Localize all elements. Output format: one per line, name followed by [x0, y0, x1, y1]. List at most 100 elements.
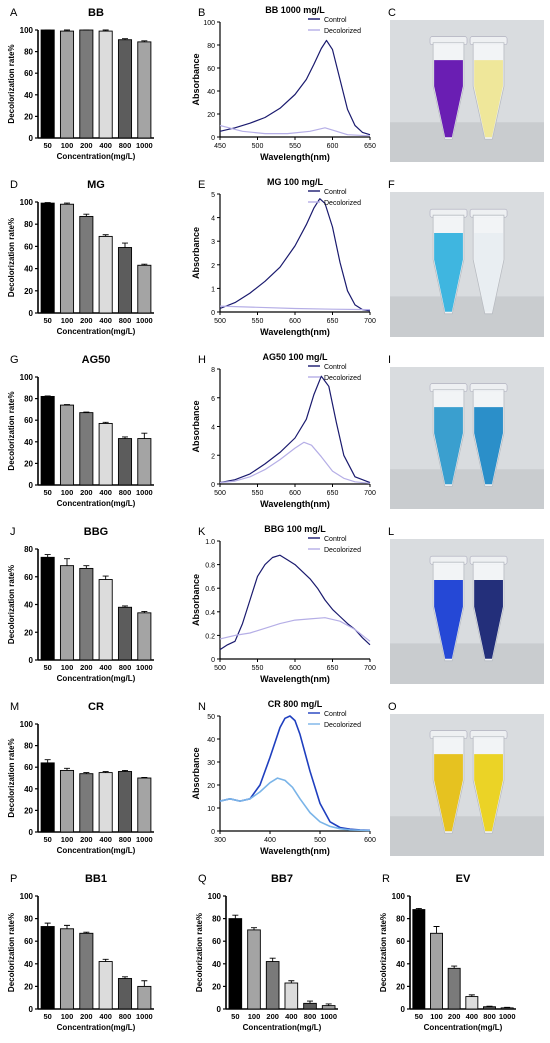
x-tick-label: 100: [61, 316, 74, 325]
y-tick-label: 4: [211, 425, 215, 432]
x-axis-label: Wavelength(nm): [260, 499, 330, 509]
panel-letter: B: [198, 7, 205, 19]
series-line-decolorized: [219, 124, 371, 137]
chart-title: MG 100 mg/L: [267, 177, 324, 187]
series-line-control: [219, 375, 371, 484]
error-bar: [102, 29, 109, 32]
y-tick-label: 80: [212, 915, 221, 924]
x-tick-label: 100: [430, 1012, 443, 1021]
error-bar: [64, 29, 70, 32]
error-bar: [44, 922, 51, 927]
tube-liquid: [474, 407, 503, 485]
y-tick-label: 80: [24, 220, 33, 229]
x-tick-label: 800: [304, 1012, 317, 1021]
y-tick-label: 30: [207, 760, 215, 767]
y-tick-label: 0: [217, 1005, 222, 1014]
y-tick-label: 60: [24, 937, 33, 946]
y-tick-label: 100: [20, 373, 34, 382]
bar-800: [483, 1006, 496, 1010]
panel-letter: D: [10, 179, 18, 191]
photo-surface: [390, 643, 544, 684]
error-bar: [83, 772, 90, 774]
y-tick-label: 100: [392, 892, 406, 901]
x-tick-label: 100: [61, 488, 74, 497]
legend-entry: Control: [324, 536, 347, 543]
x-tick-label: 1000: [136, 663, 153, 672]
y-tick-label: 0: [29, 828, 34, 837]
x-tick-label: 400: [99, 1012, 112, 1021]
y-tick-label: 0: [401, 1005, 406, 1014]
panel-letter: I: [388, 354, 391, 366]
bar-400: [98, 30, 113, 139]
y-axis-label: Decolorization rate%: [7, 913, 16, 992]
panel-r: R EV 0 20 40 60 80 100 50 100 200 400 800 1000 Concent…: [379, 873, 516, 1032]
chart-title: MG: [87, 179, 105, 191]
chart-title: BB7: [271, 873, 293, 885]
bar-800: [117, 978, 133, 1010]
x-tick-label: 500: [214, 490, 226, 497]
series-line-decolorized: [219, 777, 371, 832]
error-bar: [251, 927, 257, 930]
tube-liquid: [434, 754, 463, 832]
chart-title: AG50: [82, 354, 111, 366]
x-tick-label: 450: [214, 143, 226, 150]
x-axis-label: Concentration(mg/L): [57, 152, 136, 161]
bar-200: [79, 567, 94, 661]
error-bar: [44, 554, 51, 558]
y-tick-label: 40: [24, 265, 33, 274]
x-tick-label: 550: [252, 665, 264, 672]
photo-surface: [390, 296, 544, 337]
y-tick-label: 40: [396, 960, 405, 969]
bar-50: [40, 926, 55, 1010]
y-tick-label: 0: [29, 481, 34, 490]
x-axis-label: Concentration(mg/L): [57, 327, 136, 336]
error-bar: [122, 769, 128, 772]
panel-m: M CR 0 20 40 60 80 100 50 100 200 400 800 1000Concent…: [7, 701, 154, 855]
x-tick-label: 1000: [136, 316, 153, 325]
x-tick-label: 400: [99, 141, 112, 150]
tube-liquid: [474, 579, 503, 659]
tube-liquid: [434, 579, 463, 659]
y-axis-label: Decolorization rate%: [7, 44, 16, 123]
y-tick-label: 40: [212, 960, 221, 969]
y-tick-label: 1: [211, 286, 215, 293]
x-tick-label: 500: [314, 837, 326, 844]
series-line-control: [219, 198, 371, 312]
error-bar: [122, 242, 128, 248]
x-tick-label: 800: [119, 141, 132, 150]
error-bar: [141, 40, 148, 42]
legend-entry: Decolorized: [324, 200, 361, 207]
bar-400: [98, 772, 113, 833]
bar-800: [303, 1002, 317, 1010]
bar-800: [117, 606, 133, 661]
x-tick-label: 400: [99, 488, 112, 497]
panel-h: H AG50 100 mg/L 0 2 4 6 8 500 550 600 650 700 Contro…: [191, 352, 376, 509]
panel-letter: E: [198, 179, 205, 191]
bar-200: [79, 215, 94, 314]
x-tick-label: 1000: [136, 141, 153, 150]
x-tick-label: 1000: [136, 488, 153, 497]
bar-1000: [321, 1005, 336, 1010]
x-tick-label: 550: [289, 143, 301, 150]
x-tick-label: 50: [43, 1012, 51, 1021]
y-tick-label: 0.6: [205, 586, 215, 593]
y-tick-label: 80: [396, 915, 405, 924]
y-tick-label: 40: [24, 601, 33, 610]
y-tick-label: 0: [211, 657, 215, 664]
bar-400: [465, 996, 479, 1010]
y-tick-label: 80: [207, 43, 215, 50]
error-bar: [141, 610, 148, 613]
error-bar: [64, 558, 70, 566]
y-tick-label: 60: [24, 763, 33, 772]
x-axis-label: Concentration(mg/L): [57, 499, 136, 508]
x-tick-label: 700: [364, 318, 376, 325]
x-tick-label: 50: [43, 835, 51, 844]
x-tick-label: 650: [327, 490, 339, 497]
y-tick-label: 20: [396, 982, 405, 991]
panel-letter: P: [10, 873, 17, 885]
y-tick-label: 80: [24, 545, 33, 554]
y-tick-label: 100: [20, 720, 34, 729]
legend-entry: Decolorized: [324, 375, 361, 382]
x-axis-label: Concentration(mg/L): [57, 846, 136, 855]
